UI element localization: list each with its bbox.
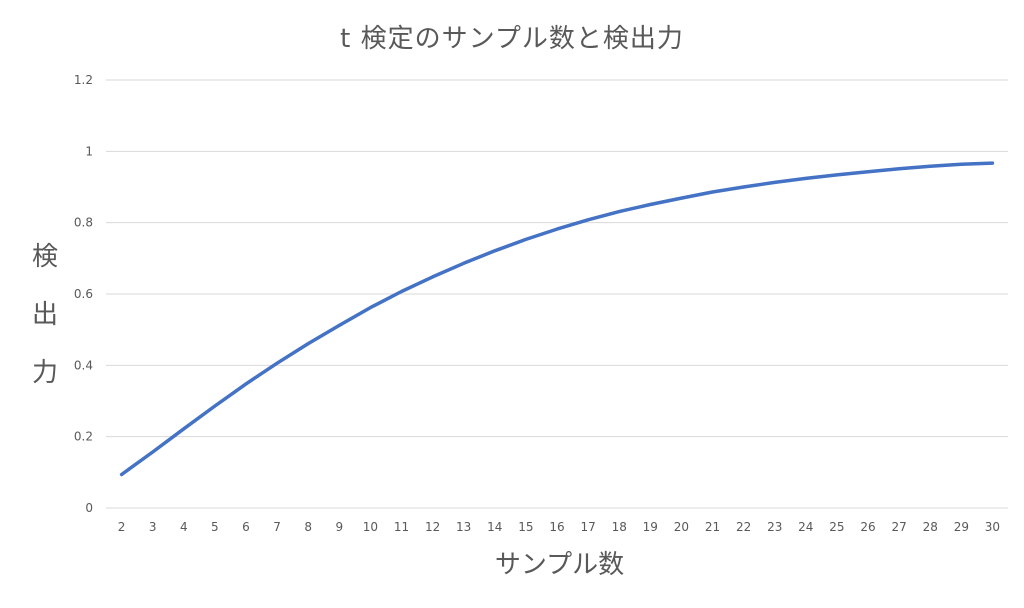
y-tick-label: 0.8 (74, 216, 93, 230)
data-point (649, 203, 652, 206)
data-point (618, 210, 621, 213)
data-point (960, 163, 963, 166)
data-point (556, 228, 559, 231)
x-tick-label: 10 (363, 520, 378, 534)
y-axis-title: 検出力 (31, 242, 58, 388)
x-tick-label: 12 (425, 520, 440, 534)
data-point (929, 165, 932, 168)
data-point (462, 262, 465, 265)
data-point (898, 167, 901, 170)
data-point (587, 218, 590, 221)
x-tick-label: 23 (767, 520, 782, 534)
data-point (773, 181, 776, 184)
y-tick-label: 0.6 (74, 287, 93, 301)
x-tick-label: 25 (829, 520, 844, 534)
data-point (120, 473, 123, 476)
data-point (338, 324, 341, 327)
x-tick-label: 7 (273, 520, 281, 534)
data-point (400, 290, 403, 293)
data-point (307, 342, 310, 345)
x-tick-label: 26 (860, 520, 875, 534)
x-tick-label: 14 (487, 520, 502, 534)
x-tick-label: 9 (335, 520, 343, 534)
x-tick-label: 27 (891, 520, 906, 534)
data-point (276, 362, 279, 365)
data-point (524, 238, 527, 241)
x-tick-label: 4 (180, 520, 188, 534)
data-point (213, 404, 216, 407)
y-tick-label: 0.2 (74, 430, 93, 444)
x-axis-title: サンプル数 (494, 550, 625, 580)
data-point (742, 186, 745, 189)
x-tick-label: 29 (954, 520, 969, 534)
data-point (431, 275, 434, 278)
data-point (804, 177, 807, 180)
x-tick-label: 2 (118, 520, 126, 534)
data-point (151, 451, 154, 454)
x-tick-label: 13 (456, 520, 471, 534)
x-tick-label: 8 (304, 520, 312, 534)
x-tick-label: 5 (211, 520, 219, 534)
data-point (991, 162, 994, 165)
y-tick-label: 0.4 (74, 358, 93, 372)
x-tick-label: 20 (674, 520, 689, 534)
y-tick-label: 1.2 (74, 73, 93, 87)
x-tick-label: 6 (242, 520, 250, 534)
data-point (711, 190, 714, 193)
x-tick-label: 30 (985, 520, 1000, 534)
x-tick-label: 22 (736, 520, 751, 534)
data-point (867, 170, 870, 173)
data-point (244, 382, 247, 385)
x-tick-label: 17 (580, 520, 595, 534)
x-tick-label: 18 (612, 520, 627, 534)
chart-title: t 検定のサンプル数と検出力 (340, 24, 684, 54)
y-tick-label: 0 (85, 501, 93, 515)
series-line (119, 161, 995, 477)
y-tick-label: 1 (85, 144, 93, 158)
data-point (369, 306, 372, 309)
x-tick-label: 3 (149, 520, 157, 534)
data-point (493, 249, 496, 252)
x-tick-label: 15 (518, 520, 533, 534)
x-tick-label: 28 (923, 520, 938, 534)
data-point (182, 427, 185, 430)
data-point (680, 197, 683, 200)
data-point (835, 173, 838, 176)
x-tick-label: 16 (549, 520, 564, 534)
x-tick-label: 21 (705, 520, 720, 534)
x-tick-label: 24 (798, 520, 813, 534)
x-tick-label: 11 (394, 520, 409, 534)
x-tick-label: 19 (643, 520, 658, 534)
